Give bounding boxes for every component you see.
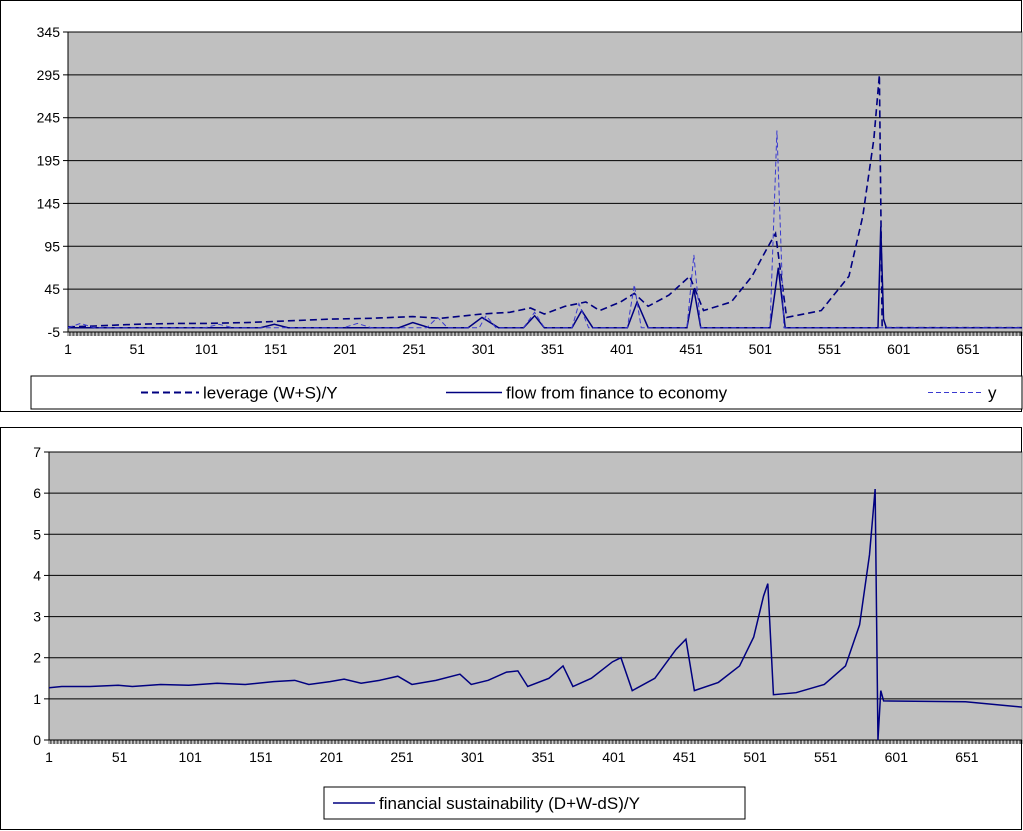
x-tick-label: 101	[179, 749, 203, 765]
x-tick-label: 501	[743, 749, 767, 765]
x-tick-label: 601	[885, 749, 909, 765]
y-tick-label: -5	[48, 324, 61, 340]
y-tick-label: 2	[33, 650, 41, 666]
y-tick-label: 45	[44, 281, 60, 297]
x-tick-label: 351	[532, 749, 556, 765]
x-tick-label: 401	[602, 749, 626, 765]
x-tick-label: 51	[112, 749, 128, 765]
x-tick-label: 301	[461, 749, 485, 765]
x-tick-label: 501	[749, 341, 773, 357]
x-tick-label: 651	[955, 749, 979, 765]
chart-bottom: 0 1 2 3 4 5 6 7 1 51 101 151 201 251 301 351 401 451 501 55…	[0, 427, 1023, 830]
x-tick-label: 101	[195, 341, 219, 357]
x-tick-label: 551	[814, 749, 838, 765]
x-minor-ticks	[48, 740, 1023, 744]
x-tick-label: 201	[320, 749, 344, 765]
x-tick-label: 601	[887, 341, 911, 357]
x-tick-label: 251	[402, 341, 426, 357]
y-tick-label: 145	[37, 195, 61, 211]
legend-label-2: y	[988, 384, 997, 403]
y-tick-label: 0	[33, 732, 41, 748]
x-tick-label: 151	[264, 341, 288, 357]
x-tick-label: 651	[956, 341, 980, 357]
y-tick-label: 6	[33, 485, 41, 501]
x-tick-label: 451	[673, 749, 697, 765]
y-tick-label: 1	[33, 691, 41, 707]
legend-label-0: leverage (W+S)/Y	[203, 384, 338, 403]
y-tick-label: 195	[37, 153, 61, 169]
x-tick-label: 451	[679, 341, 703, 357]
x-tick-label: 51	[129, 341, 145, 357]
y-tick-label: 345	[37, 24, 61, 40]
y-tick-label: 245	[37, 110, 61, 126]
legend-label-1: flow from finance to economy	[506, 384, 728, 403]
chart-top: -5 45 95 145 195 245 295 345 1 51 101 151 201 251 301 3…	[0, 0, 1023, 412]
x-tick-label: 251	[390, 749, 414, 765]
x-tick-label: 301	[472, 341, 496, 357]
x-minor-ticks	[67, 332, 1023, 336]
legend-box	[323, 786, 746, 820]
x-tick-label: 1	[45, 749, 53, 765]
x-tick-label: 401	[610, 341, 634, 357]
series-line-0	[68, 74, 1022, 329]
series-line-2	[68, 130, 1022, 329]
plot-area	[67, 31, 1023, 333]
x-tick-label: 551	[818, 341, 842, 357]
y-tick-label: 7	[33, 444, 41, 460]
x-tick-label: 151	[249, 749, 273, 765]
x-tick-label: 1	[64, 341, 72, 357]
y-tick-label: 95	[44, 238, 60, 254]
legend-label-0: financial sustainability (D+W-dS)/Y	[379, 794, 640, 813]
x-tick-label: 201	[333, 341, 357, 357]
y-tick-label: 5	[33, 526, 41, 542]
plot-area	[48, 451, 1023, 741]
y-tick-label: 295	[37, 67, 61, 83]
series-line-0	[49, 488, 1022, 740]
y-tick-label: 4	[33, 567, 41, 583]
x-tick-label: 351	[541, 341, 565, 357]
y-tick-label: 3	[33, 609, 41, 625]
